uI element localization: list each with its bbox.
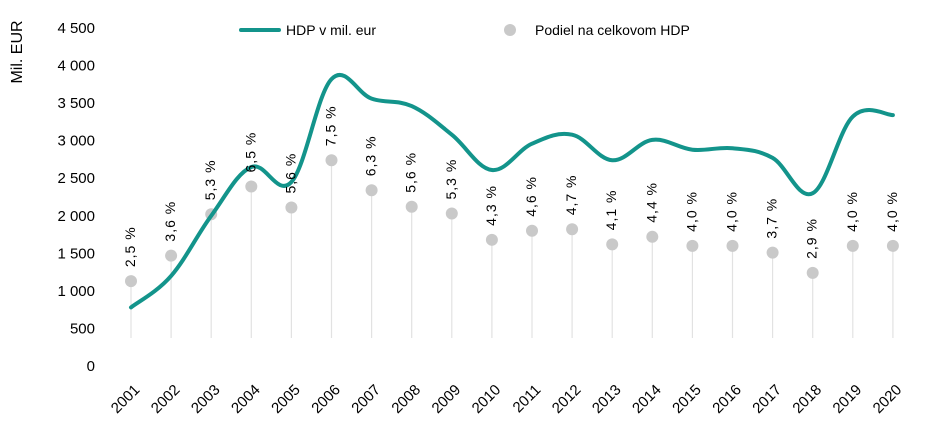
legend: HDP v mil. eur Podiel na celkovom HDP <box>239 22 690 38</box>
legend-share-label: Podiel na celkovom HDP <box>535 22 690 38</box>
x-tick-label: 2015 <box>669 381 705 417</box>
x-tick-label: 2004 <box>228 381 264 417</box>
y-tick-label: 0 <box>87 358 95 375</box>
x-tick-label: 2007 <box>348 381 384 417</box>
share-data-label: 6,3 % <box>363 135 379 176</box>
x-tick-label: 2020 <box>870 381 906 417</box>
x-tick-label: 2016 <box>709 381 745 417</box>
x-tick-label: 2002 <box>148 381 184 417</box>
x-tick-label: 2010 <box>469 381 505 417</box>
share-dot <box>365 184 378 197</box>
share-dot <box>806 266 819 279</box>
share-data-label: 4,4 % <box>643 182 659 223</box>
x-tick-label: 2006 <box>308 381 344 417</box>
share-data-label: 7,5 % <box>323 105 339 146</box>
x-tick-label: 2019 <box>830 381 866 417</box>
share-dot <box>606 238 619 251</box>
y-tick-label: 1 000 <box>57 283 95 300</box>
x-tick-label: 2017 <box>749 381 785 417</box>
gdp-line <box>129 72 895 310</box>
share-dot <box>445 207 458 220</box>
y-tick-label: 2 500 <box>57 170 95 187</box>
share-data-label: 5,6 % <box>403 152 419 193</box>
y-tick-label: 3 500 <box>57 95 95 112</box>
x-tick-label: 2014 <box>629 381 665 417</box>
share-data-label: 5,3 % <box>202 159 218 200</box>
y-tick-label: 4 500 <box>57 20 95 37</box>
share-data-label: 3,7 % <box>764 198 780 239</box>
y-axis: 0 500 1 000 1 500 2 000 2 500 3 000 3 500 4 000 4… <box>57 20 95 375</box>
gdp-line-path <box>129 72 895 310</box>
share-dot <box>846 239 859 252</box>
share-dot <box>485 233 498 246</box>
x-tick-label: 2008 <box>388 381 424 417</box>
share-dot <box>526 224 538 237</box>
y-tick-label: 2 000 <box>57 208 95 225</box>
share-data-label: 4,6 % <box>523 176 539 217</box>
share-dot <box>245 180 258 193</box>
share-data-label: 5,3 % <box>443 159 459 200</box>
x-tick-label: 2009 <box>429 381 465 417</box>
x-tick-label: 2013 <box>589 381 625 417</box>
share-data-label: 4,0 % <box>683 191 699 232</box>
x-tick-label: 2012 <box>549 381 585 417</box>
share-dot <box>886 239 899 252</box>
y-tick-label: 1 500 <box>57 245 95 262</box>
share-data-labels: 2,5 % 3,6 % 5,3 % 6,5 % 5,6 % 7,5 % 6,3 % 5,6 %… <box>122 105 900 267</box>
share-data-label: 4,0 % <box>844 191 860 232</box>
share-data-label: 2,5 % <box>122 226 138 267</box>
share-data-label: 4,0 % <box>884 191 900 232</box>
share-data-label: 4,3 % <box>483 185 499 226</box>
x-tick-label: 2001 <box>108 381 144 417</box>
y-tick-label: 500 <box>70 320 95 337</box>
share-dot <box>646 230 659 243</box>
y-tick-label: 4 000 <box>57 58 95 75</box>
share-dot <box>125 275 137 288</box>
share-dot <box>686 239 699 252</box>
share-dot <box>405 200 418 213</box>
share-dot <box>766 246 779 259</box>
x-axis: 2001 2002 2003 2004 2005 2006 2007 2008 2009 2010… <box>108 381 906 417</box>
legend-gdp-label: HDP v mil. eur <box>286 22 376 38</box>
share-data-label: 4,1 % <box>603 190 619 231</box>
share-dot <box>726 239 739 252</box>
x-tick-label: 2005 <box>268 381 304 417</box>
share-data-label: 6,5 % <box>242 132 258 173</box>
share-data-label: 2,9 % <box>804 218 820 259</box>
share-dot <box>285 201 298 214</box>
share-data-label: 4,7 % <box>563 174 579 215</box>
share-data-label: 4,0 % <box>724 191 740 232</box>
y-axis-label: Mil. EUR <box>9 20 26 83</box>
x-tick-label: 2011 <box>510 381 545 416</box>
share-dot <box>165 249 178 262</box>
share-data-label: 3,6 % <box>162 201 178 242</box>
share-dot <box>566 223 579 236</box>
share-dot <box>325 154 338 167</box>
x-tick-label: 2018 <box>789 381 825 417</box>
y-tick-label: 3 000 <box>57 133 95 150</box>
x-tick-label: 2003 <box>188 381 224 417</box>
legend-dot-marker <box>504 24 516 36</box>
share-data-label: 5,6 % <box>282 153 298 194</box>
dot-stems <box>130 160 894 338</box>
